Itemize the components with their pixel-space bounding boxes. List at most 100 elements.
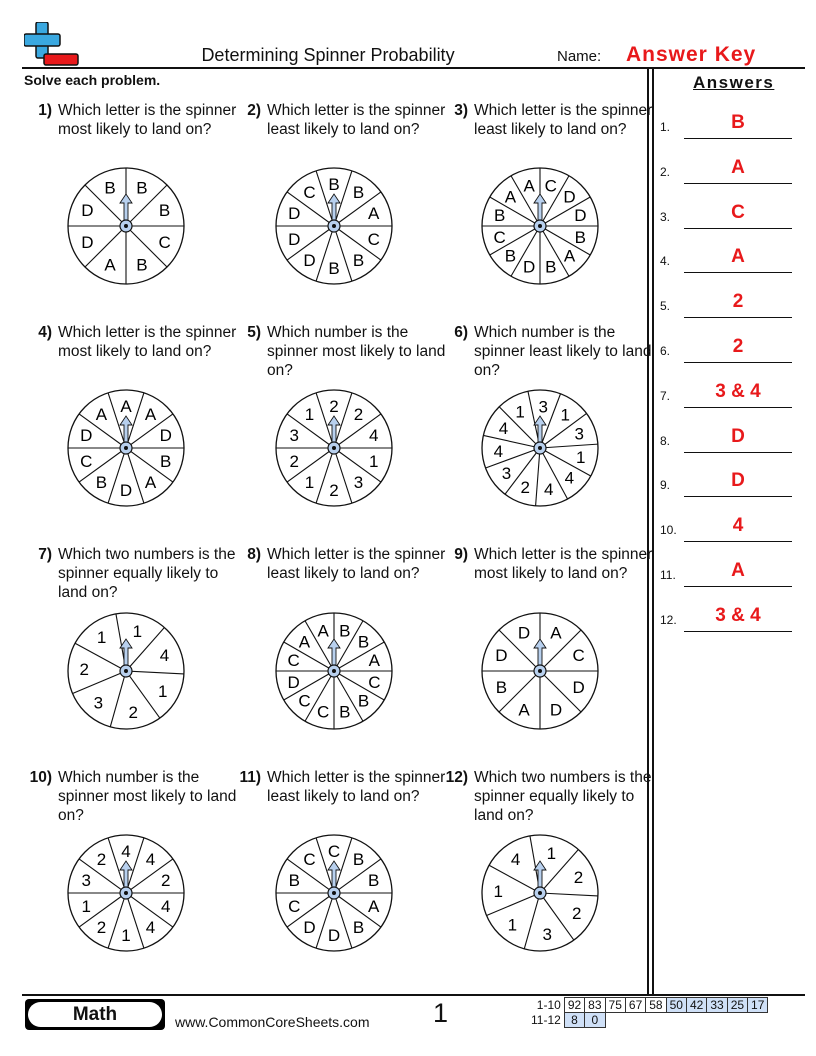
problem-question: Which letter is the spinner most likely …: [474, 546, 653, 582]
page-number: 1: [433, 998, 449, 1028]
spinner-divider: [315, 448, 335, 504]
spinner-divider: [315, 837, 335, 894]
spinner-divider: [286, 413, 335, 449]
answer-row: 11. A: [660, 560, 795, 596]
answer-value[interactable]: D: [731, 470, 745, 492]
answer-value[interactable]: A: [731, 246, 745, 268]
problem-number: 9): [454, 546, 468, 563]
answer-line: [684, 227, 792, 229]
spinner-divider: [333, 641, 385, 672]
spinner-label: B: [136, 256, 147, 275]
spinner-divider: [107, 392, 127, 449]
answer-value[interactable]: C: [731, 201, 745, 223]
spinner-label: D: [328, 926, 340, 945]
answer-value[interactable]: 4: [732, 515, 744, 537]
spinner-divider: [333, 620, 364, 671]
spinner-label: 1: [133, 621, 142, 640]
spinner-label: B: [339, 621, 350, 640]
answer-value[interactable]: 3 & 4: [715, 380, 761, 402]
spinner-divider: [539, 892, 575, 941]
spinner-divider: [333, 225, 382, 261]
problem-question: Which number is the spinner most likely …: [58, 769, 237, 824]
answer-row: 3. C: [660, 202, 795, 238]
spinner-pin: [124, 668, 128, 673]
spinner-divider: [315, 392, 335, 449]
score-cell: 92: [563, 997, 586, 1013]
problem-number: 1): [38, 102, 52, 119]
spinner-divider: [333, 858, 382, 894]
spinner-divider: [125, 858, 174, 894]
problem-question: Which two numbers is the spinner equally…: [474, 769, 652, 824]
spinner-divider: [333, 447, 382, 483]
spinner-divider: [125, 892, 174, 928]
answer-number: 5.: [660, 299, 671, 314]
spinner-divider: [333, 170, 353, 227]
spinner-label: D: [288, 230, 300, 249]
spinner-pin: [124, 446, 128, 451]
spinner-label: D: [574, 206, 586, 225]
answer-value[interactable]: B: [731, 112, 745, 133]
spinner-divider: [333, 191, 382, 227]
score-cell: 50: [665, 997, 687, 1013]
score-row-label: 11-12: [531, 1013, 561, 1027]
answer-line: [684, 406, 792, 408]
spinner-divider: [125, 225, 168, 268]
score-cell: 42: [685, 997, 708, 1013]
problem-3: 3) Which letter is the spinner least like…: [440, 101, 652, 161]
spinner-label: 3: [94, 693, 103, 712]
spinner-divider: [84, 225, 127, 268]
spinner-label: B: [96, 473, 107, 492]
problem-8: 8) Which letter is the spinner least like…: [233, 545, 445, 605]
spinner-divider: [333, 837, 353, 894]
website-link[interactable]: www.CommonCoreSheets.com: [175, 1014, 370, 1030]
spinner-divider: [535, 448, 541, 507]
spinner-label: 2: [290, 452, 299, 471]
answer-value[interactable]: 2: [732, 291, 744, 313]
answer-line: [684, 182, 792, 184]
problem-number: 11): [239, 769, 261, 786]
spinner-label: 4: [369, 426, 378, 445]
spinner-label: 2: [520, 478, 529, 497]
answer-row: 1. B: [660, 112, 795, 148]
answer-value[interactable]: D: [731, 425, 745, 447]
answer-row: 8. D: [660, 426, 795, 462]
answer-value[interactable]: 2: [732, 336, 744, 357]
spinner-label: 2: [161, 871, 170, 890]
spinner-label: D: [495, 646, 507, 665]
answer-value[interactable]: 3 & 4: [715, 604, 761, 626]
spinner-divider: [286, 858, 335, 894]
spinner-divider: [286, 892, 335, 928]
spinner-label: B: [104, 178, 115, 197]
problem-number: 12): [445, 769, 468, 786]
spinner-divider: [483, 435, 541, 449]
spinner-label: 2: [97, 918, 106, 937]
answer-value[interactable]: A: [731, 156, 745, 178]
spinner-label: A: [368, 897, 380, 916]
answer-row: 6. 2: [660, 336, 795, 372]
spinner-label: B: [494, 206, 505, 225]
spinner-label: A: [96, 406, 108, 425]
score-cell: 83: [584, 997, 606, 1013]
spinner-label: A: [518, 700, 530, 719]
spinner-label: 4: [544, 480, 553, 499]
score-cell: 67: [624, 997, 647, 1013]
spinner-divider: [539, 448, 569, 500]
problem-5: 5) Which number is the spinner most likel…: [233, 323, 445, 383]
problem-number: 3): [454, 102, 468, 119]
header-divider: [22, 67, 805, 69]
answer-value[interactable]: A: [731, 560, 745, 581]
spinner-divider: [333, 670, 364, 722]
spinner-label: D: [518, 623, 530, 642]
spinner-divider: [333, 413, 382, 449]
problem-4: 4) Which letter is the spinner most likel…: [24, 323, 236, 383]
answer-number: 8.: [660, 433, 671, 448]
subject-badge: Math: [25, 999, 165, 1030]
column-divider: [647, 68, 649, 996]
spinner-label: 3: [502, 464, 511, 483]
spinner-label: C: [303, 850, 315, 869]
spinner-label: A: [120, 398, 132, 417]
spinner-divider: [333, 670, 385, 701]
